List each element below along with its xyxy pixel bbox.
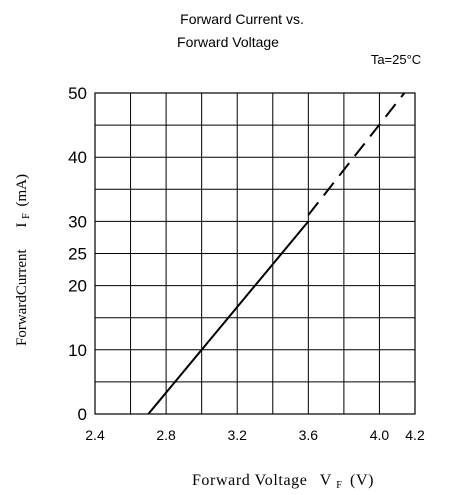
x-tick-label: 4.2 xyxy=(405,427,425,443)
plot-border xyxy=(94,92,416,415)
y-tick-label: 30 xyxy=(68,212,87,231)
series-line xyxy=(147,220,310,415)
y-axis-label-unit: (mA) xyxy=(14,174,30,207)
x-tick-labels: 2.4 2.8 3.2 3.6 4.0 4.2 xyxy=(85,427,425,443)
x-axis-label-subscript: F xyxy=(336,480,342,491)
x-tick-label: 4.0 xyxy=(370,427,390,443)
y-tick-label: 40 xyxy=(68,148,87,167)
y-axis-label-subscript: F xyxy=(21,213,32,219)
x-axis-label-symbol: V xyxy=(320,472,332,489)
x-axis-label: Forward Voltage V F (V) xyxy=(192,472,374,492)
x-tick-label: 2.8 xyxy=(156,427,176,443)
x-tick-label: 3.2 xyxy=(227,427,247,443)
y-axis-label-main: ForwardCurrent xyxy=(14,249,30,346)
x-tick-label: 2.4 xyxy=(85,427,105,443)
x-axis-label-unit: (V) xyxy=(350,472,374,489)
grid xyxy=(94,92,416,415)
y-tick-label: 50 xyxy=(68,84,87,103)
series-group xyxy=(147,92,406,415)
chart-title-line1: Forward Current vs. xyxy=(180,11,304,27)
y-tick-label: 25 xyxy=(68,245,87,264)
x-axis-label-main: Forward Voltage xyxy=(192,472,308,489)
series-line-extrapolated xyxy=(307,92,406,216)
chart-title-line2: Forward Voltage xyxy=(177,34,279,50)
x-tick-label: 3.6 xyxy=(299,427,319,443)
y-axis-label-symbol: I xyxy=(14,223,30,228)
y-tick-label: 0 xyxy=(78,405,87,424)
temperature-annotation: Ta=25°C xyxy=(371,52,421,67)
y-tick-labels: 0 10 20 25 30 40 50 xyxy=(68,84,87,424)
y-tick-label: 10 xyxy=(68,341,87,360)
y-tick-label: 20 xyxy=(68,277,87,296)
y-axis-label: ForwardCurrent I F (mA) xyxy=(14,174,33,346)
